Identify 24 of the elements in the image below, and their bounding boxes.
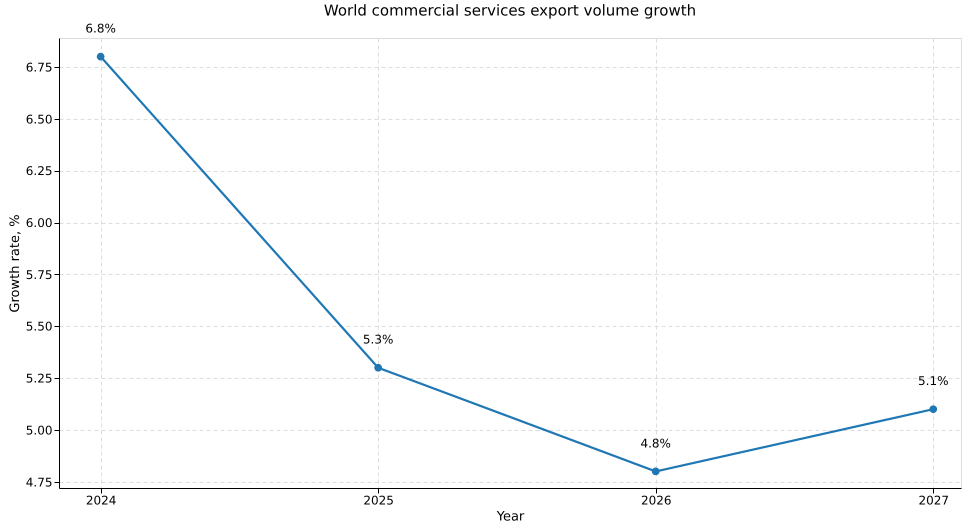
data-label: 6.8% (85, 22, 116, 36)
y-tick-label: 5.25 (26, 372, 52, 386)
x-tick-label: 2027 (918, 494, 950, 508)
y-tick-label: 4.75 (26, 475, 52, 490)
y-tick-label: 5.50 (26, 320, 52, 334)
x-tick-label: 2025 (363, 494, 394, 508)
chart-title: World commercial services export volume growth (324, 2, 696, 20)
y-tick-label: 6.75 (26, 60, 52, 75)
y-tick-label: 6.00 (26, 216, 52, 230)
point (929, 405, 938, 414)
x-tick-label: 2026 (640, 494, 672, 508)
x-tick-label: 2024 (86, 494, 116, 508)
x-axis-title: Year (496, 510, 525, 524)
data-label: 5.3% (362, 332, 394, 347)
point (374, 364, 382, 372)
y-tick-label: 6.50 (26, 112, 52, 126)
point (96, 52, 105, 61)
data-label: 5.1% (918, 374, 948, 388)
data-label: 4.8% (640, 436, 671, 450)
y-axis-title: Growth rate, % (8, 214, 23, 313)
y-tick-label: 6.25 (26, 164, 52, 178)
y-tick-label: 5.00 (26, 423, 52, 438)
point (652, 468, 660, 476)
y-tick-label: 5.75 (26, 268, 52, 282)
